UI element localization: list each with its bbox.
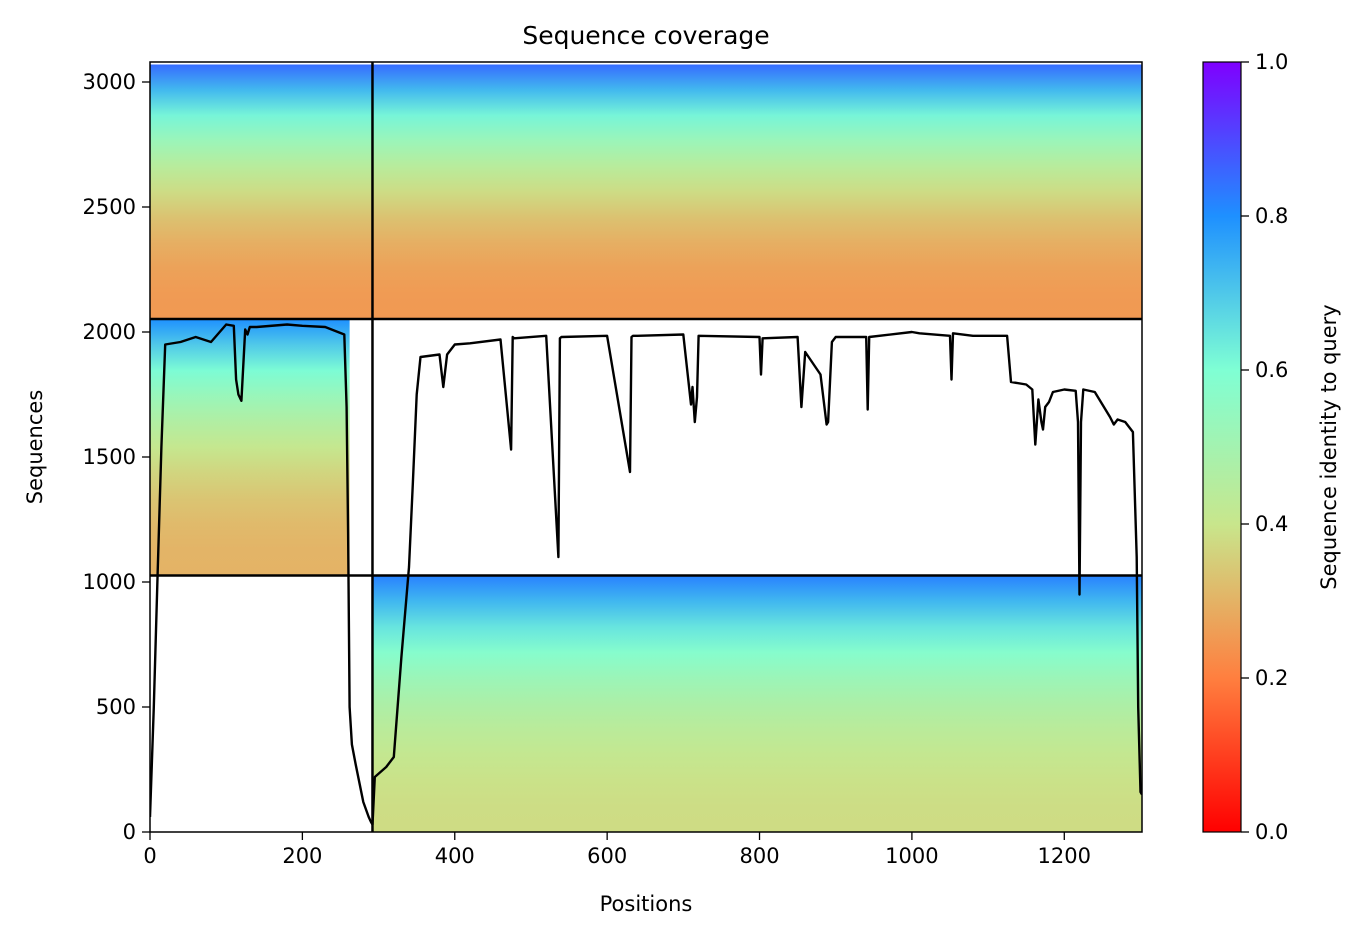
y-tick-label: 2000	[83, 320, 136, 344]
x-tick-label: 800	[739, 844, 779, 868]
heatmap-block-chain-B-unpaired	[372, 575, 1142, 832]
colorbar	[1202, 61, 1242, 833]
heatmap-block-chain-A-paired	[150, 64, 373, 319]
x-tick-label: 600	[587, 844, 627, 868]
y-tick-label: 2500	[83, 195, 136, 219]
y-tick-label: 1000	[83, 570, 136, 594]
heatmap-block-chain-B-paired	[372, 64, 1142, 319]
y-tick-label: 3000	[83, 70, 136, 94]
y-tick-label: 500	[96, 695, 136, 719]
colorbar-tick-label: 0.6	[1255, 358, 1288, 382]
heatmap-block-chain-A-unpaired	[150, 319, 350, 576]
chain-boundary-lines	[150, 62, 1142, 832]
chart-title: Sequence coverage	[522, 21, 769, 50]
x-tick-label: 200	[282, 844, 322, 868]
coverage-line	[150, 323, 1142, 826]
y-axis: 0 500 1000 1500 2000 2500 3000	[83, 70, 150, 844]
x-axis: 0 200 400 600 800 1000 1200	[143, 832, 1091, 868]
colorbar-tick-label: 0.2	[1255, 666, 1288, 690]
colorbar-tick-label: 0.0	[1255, 820, 1288, 844]
x-axis-label: Positions	[600, 892, 693, 916]
x-tick-label: 400	[435, 844, 475, 868]
coverage-line-group	[150, 323, 1142, 826]
colorbar-axis: 0.0 0.2 0.4 0.6 0.8 1.0	[1241, 50, 1288, 844]
colorbar-tick-label: 0.8	[1255, 204, 1288, 228]
y-axis-label: Sequences	[23, 390, 47, 505]
colorbar-tick-label: 1.0	[1255, 50, 1288, 74]
colorbar-tick-label: 0.4	[1255, 512, 1288, 536]
colorbar-label: Sequence identity to query	[1317, 304, 1341, 589]
x-tick-label: 1000	[885, 844, 938, 868]
plot-area	[150, 64, 1142, 832]
plot-frame	[149, 61, 1143, 833]
x-tick-label: 1200	[1038, 844, 1091, 868]
y-tick-label: 1500	[83, 445, 136, 469]
x-tick-label: 0	[143, 844, 156, 868]
y-tick-label: 0	[123, 820, 136, 844]
